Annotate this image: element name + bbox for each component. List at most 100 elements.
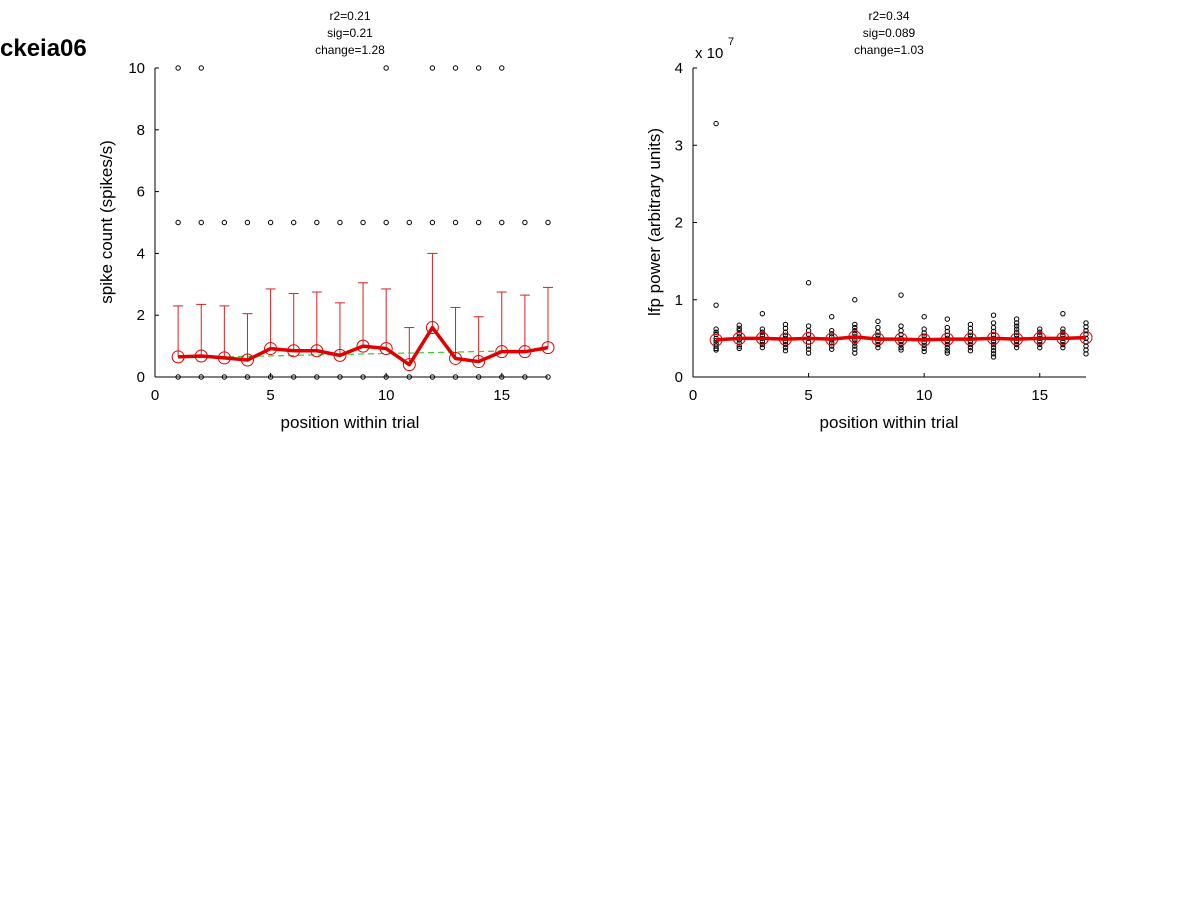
mean-point xyxy=(379,342,393,356)
raw-point xyxy=(452,219,459,226)
stat-line-sig: sig=0.21 xyxy=(327,26,373,40)
fit-line xyxy=(178,349,549,359)
raw-point xyxy=(1060,344,1066,351)
raw-point xyxy=(713,347,719,353)
raw-point xyxy=(990,344,997,351)
raw-point xyxy=(1060,329,1066,335)
mean-line xyxy=(178,325,549,367)
raw-point xyxy=(967,329,974,335)
raw-point xyxy=(314,219,320,226)
mean-point xyxy=(495,345,509,359)
raw-point xyxy=(852,340,858,346)
raw-point xyxy=(759,326,766,332)
raw-point xyxy=(383,219,389,226)
raw-point xyxy=(967,325,974,332)
raw-point xyxy=(1060,310,1066,317)
raw-point xyxy=(852,343,858,349)
y-axis-label: spike count (spikes/s) xyxy=(97,140,116,303)
mean-point xyxy=(778,332,792,346)
raw-point xyxy=(805,350,812,356)
raw-point xyxy=(921,348,927,355)
mean-point xyxy=(310,344,324,358)
raw-point xyxy=(429,65,436,71)
raw-point xyxy=(1083,347,1089,353)
raw-point xyxy=(852,327,858,334)
mean-point xyxy=(1033,331,1047,345)
raw-point xyxy=(360,219,366,226)
raw-point xyxy=(990,312,997,318)
raw-point xyxy=(1083,351,1089,357)
raw-point xyxy=(875,329,881,335)
raw-point xyxy=(1037,326,1043,332)
raw-point xyxy=(291,374,297,380)
raw-point xyxy=(990,341,997,348)
mean-point xyxy=(541,341,555,355)
raw-point xyxy=(898,331,904,338)
mean-point xyxy=(217,351,231,365)
raw-point xyxy=(921,330,927,336)
y-tick-label: 0 xyxy=(137,369,145,386)
raw-point xyxy=(736,331,742,337)
y-tick-label: 6 xyxy=(137,184,145,201)
x-axis-label: position within trial xyxy=(820,413,959,432)
raw-point xyxy=(452,374,459,380)
raw-point xyxy=(852,346,858,352)
raw-point xyxy=(337,219,343,226)
y-tick-label: 0 xyxy=(675,369,683,386)
x-tick-label: 0 xyxy=(151,387,159,404)
raw-point xyxy=(383,374,389,380)
raw-point xyxy=(360,374,366,380)
mean-point xyxy=(518,345,532,359)
x-tick-label: 15 xyxy=(1031,387,1048,404)
mean-point xyxy=(1010,332,1024,346)
raw-point xyxy=(267,374,274,380)
stat-line-change: change=1.28 xyxy=(315,43,385,57)
raw-point xyxy=(1037,329,1043,335)
raw-point xyxy=(1013,320,1020,326)
raw-point xyxy=(990,351,997,357)
y-tick-label: 10 xyxy=(128,60,145,77)
y-tick-label: 1 xyxy=(675,292,683,309)
raw-point xyxy=(805,280,812,286)
x-axis-label: position within trial xyxy=(281,413,420,432)
raw-point xyxy=(1037,344,1043,351)
raw-point xyxy=(898,292,904,298)
mean-point xyxy=(171,350,185,364)
x-tick-label: 10 xyxy=(378,387,395,404)
x-tick-label: 0 xyxy=(689,387,697,404)
raw-point xyxy=(198,65,204,71)
mean-point xyxy=(425,321,439,335)
raw-point xyxy=(759,329,766,335)
raw-point xyxy=(499,219,505,226)
raw-point xyxy=(782,325,789,332)
raw-point xyxy=(759,344,766,351)
raw-point xyxy=(499,65,505,71)
mean-point xyxy=(732,331,746,345)
raw-point xyxy=(852,297,858,303)
stat-line-change: change=1.03 xyxy=(854,43,924,57)
raw-point xyxy=(314,374,320,380)
raw-point xyxy=(1060,341,1066,348)
raw-point xyxy=(990,328,997,335)
raw-point xyxy=(406,219,412,226)
raw-point xyxy=(406,374,412,380)
raw-point xyxy=(713,326,719,332)
raw-point xyxy=(944,348,950,354)
raw-point xyxy=(545,219,551,226)
raw-point xyxy=(337,374,343,380)
raw-point xyxy=(1013,316,1020,322)
raw-point xyxy=(944,324,950,331)
raw-point xyxy=(829,343,835,349)
raw-point xyxy=(1013,326,1020,332)
mean-point xyxy=(802,331,816,345)
raw-point xyxy=(736,345,742,352)
raw-point xyxy=(921,314,927,320)
y-exponent-power: 7 xyxy=(728,36,734,48)
raw-point xyxy=(852,350,858,356)
raw-point xyxy=(713,120,719,127)
raw-point xyxy=(736,325,742,332)
raw-point xyxy=(713,343,719,349)
mean-point xyxy=(825,332,839,346)
mean-point xyxy=(240,353,254,367)
